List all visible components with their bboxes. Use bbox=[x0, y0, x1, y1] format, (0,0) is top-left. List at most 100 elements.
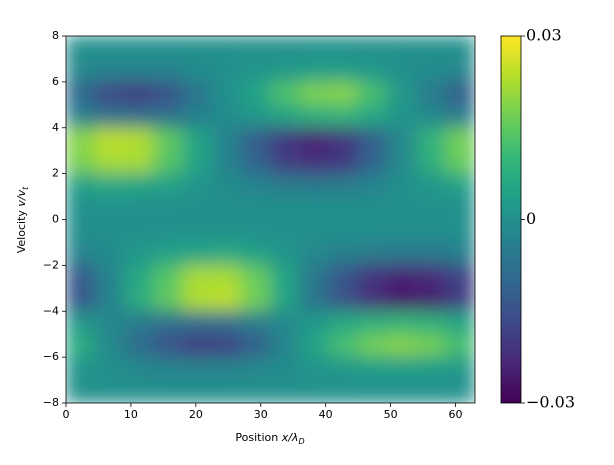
heatmap-cell bbox=[270, 36, 301, 60]
heatmap-cell bbox=[357, 219, 388, 243]
heatmap-cell bbox=[445, 379, 475, 403]
heatmap-cell bbox=[153, 104, 184, 129]
heatmap-cell bbox=[153, 58, 184, 83]
heatmap-cell bbox=[357, 287, 388, 312]
y-tick-label: 8 bbox=[52, 29, 59, 42]
heatmap-cell bbox=[416, 241, 447, 266]
heatmap-cell bbox=[211, 219, 242, 243]
heatmap-cell bbox=[153, 379, 184, 403]
heatmap-cell bbox=[211, 104, 242, 129]
heatmap-cell bbox=[357, 58, 388, 83]
heatmap-cell bbox=[153, 333, 184, 358]
heatmap-cell bbox=[386, 219, 418, 243]
heatmap-cell bbox=[357, 127, 388, 152]
heatmap-cell bbox=[240, 241, 271, 266]
heatmap-cell bbox=[386, 379, 418, 403]
heatmap-cell bbox=[270, 173, 301, 198]
heatmap-cell bbox=[94, 58, 125, 83]
heatmap-cell bbox=[240, 150, 271, 175]
heatmap-cell bbox=[270, 196, 301, 220]
heatmap-cell bbox=[66, 81, 96, 106]
heatmap-cell bbox=[182, 196, 213, 220]
heatmap-cell bbox=[445, 36, 475, 60]
heatmap-cell bbox=[66, 58, 96, 83]
heatmap-cell bbox=[182, 356, 213, 381]
heatmap-cell bbox=[211, 379, 242, 403]
heatmap-cell bbox=[328, 264, 359, 289]
heatmap-cell bbox=[270, 356, 301, 381]
y-tick-label: −8 bbox=[43, 396, 59, 409]
x-axis-label: Position x/λD bbox=[235, 431, 304, 446]
heatmap-cell bbox=[123, 356, 155, 381]
heatmap-cell bbox=[94, 150, 125, 175]
heatmap-cell bbox=[299, 36, 330, 60]
heatmap-cell bbox=[270, 58, 301, 83]
heatmap-cell bbox=[386, 58, 418, 83]
heatmap-cell bbox=[299, 104, 330, 129]
heatmap-cell bbox=[182, 104, 213, 129]
heatmap-cell bbox=[270, 81, 301, 106]
heatmap-cell bbox=[211, 81, 242, 106]
heatmap-cell bbox=[153, 310, 184, 335]
heatmap-cell bbox=[328, 81, 359, 106]
heatmap-cell bbox=[94, 356, 125, 381]
heatmap-cell bbox=[386, 241, 418, 266]
heatmap-cell bbox=[299, 310, 330, 335]
heatmap-cell bbox=[240, 196, 271, 220]
heatmap-cell bbox=[270, 379, 301, 403]
heatmap-cell bbox=[153, 173, 184, 198]
heatmap-cell bbox=[357, 196, 388, 220]
heatmap-cell bbox=[94, 333, 125, 358]
heatmap-cell bbox=[328, 104, 359, 129]
heatmap-cell bbox=[123, 333, 155, 358]
heatmap-cell bbox=[445, 310, 475, 335]
heatmap-cell bbox=[386, 333, 418, 358]
heatmap-cell bbox=[94, 264, 125, 289]
heatmap-cell bbox=[386, 173, 418, 198]
heatmap-cell bbox=[299, 264, 330, 289]
heatmap-cell bbox=[328, 356, 359, 381]
heatmap-cell bbox=[328, 287, 359, 312]
heatmap-cell bbox=[153, 241, 184, 266]
heatmap-cell bbox=[357, 36, 388, 60]
x-tick-label: 60 bbox=[449, 408, 463, 421]
heatmap-cell bbox=[328, 173, 359, 198]
heatmap-cell bbox=[299, 58, 330, 83]
heatmap-cell bbox=[270, 333, 301, 358]
heatmap-cell bbox=[211, 241, 242, 266]
heatmap-cell bbox=[94, 173, 125, 198]
heatmap-cell bbox=[270, 104, 301, 129]
heatmap-cell bbox=[182, 81, 213, 106]
heatmap-cell bbox=[328, 150, 359, 175]
heatmap-cell bbox=[328, 219, 359, 243]
heatmap-cell bbox=[299, 150, 330, 175]
heatmap-cell bbox=[445, 356, 475, 381]
heatmap-cell bbox=[123, 264, 155, 289]
heatmap-cell bbox=[153, 287, 184, 312]
heatmap-cell bbox=[211, 356, 242, 381]
colorbar-tick-label: 0 bbox=[526, 209, 536, 228]
heatmap-cell bbox=[66, 379, 96, 403]
heatmap-cell bbox=[66, 287, 96, 312]
heatmap-cell bbox=[386, 287, 418, 312]
heatmap-cell bbox=[153, 150, 184, 175]
heatmap-cell bbox=[182, 58, 213, 83]
heatmap-cell bbox=[240, 379, 271, 403]
heatmap-cell bbox=[416, 104, 447, 129]
heatmap-cell bbox=[123, 310, 155, 335]
y-tick-label: −6 bbox=[43, 350, 59, 363]
heatmap-cell bbox=[357, 333, 388, 358]
heatmap-cell bbox=[123, 379, 155, 403]
heatmap-cell bbox=[416, 310, 447, 335]
heatmap-cell bbox=[328, 58, 359, 83]
heatmap-cell bbox=[416, 333, 447, 358]
heatmap-cell bbox=[328, 241, 359, 266]
heatmap-cell bbox=[182, 173, 213, 198]
heatmap-cell bbox=[416, 287, 447, 312]
heatmap-cell bbox=[416, 219, 447, 243]
heatmap-cell bbox=[94, 104, 125, 129]
heatmap-cell bbox=[386, 196, 418, 220]
heatmap-cell bbox=[386, 356, 418, 381]
heatmap-cell bbox=[123, 104, 155, 129]
heatmap-cell bbox=[328, 333, 359, 358]
